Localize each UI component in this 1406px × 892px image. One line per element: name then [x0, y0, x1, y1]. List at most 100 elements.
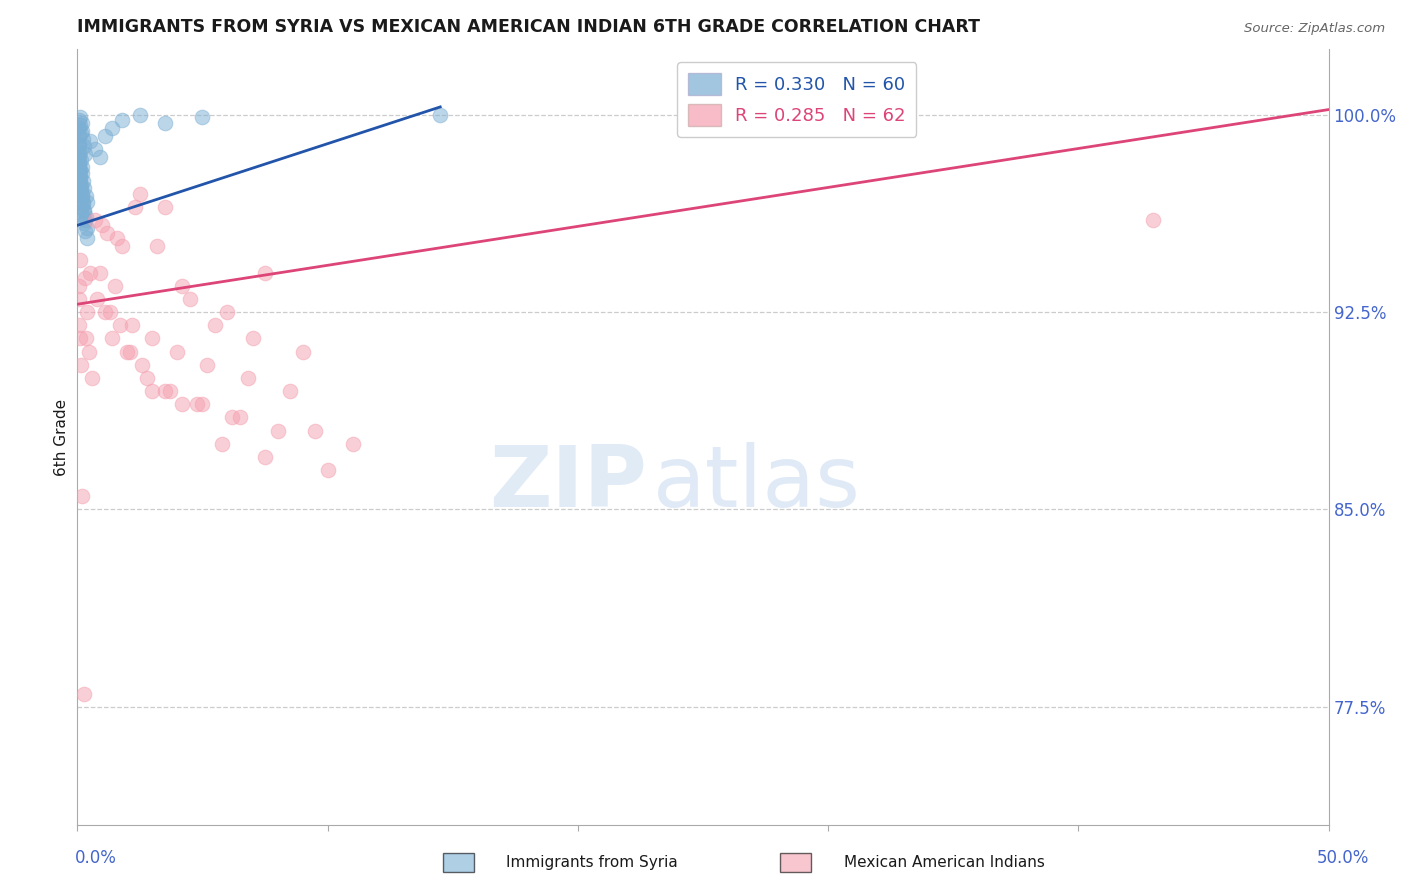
- Point: [131, 358, 153, 372]
- Text: 50.0%: 50.0%: [1316, 849, 1369, 867]
- Y-axis label: 6th Grade: 6th Grade: [53, 399, 69, 475]
- Point: [72, 131, 94, 145]
- Point: [67, 128, 90, 143]
- Point: [76, 231, 98, 245]
- Point: [186, 397, 208, 411]
- Point: [141, 331, 163, 345]
- Point: [121, 318, 143, 333]
- Point: [191, 397, 214, 411]
- Point: [69, 145, 91, 159]
- Point: [69, 166, 91, 180]
- Point: [69, 119, 91, 133]
- Point: [153, 116, 176, 130]
- Point: [70, 116, 93, 130]
- Point: [111, 113, 134, 128]
- Point: [211, 436, 233, 450]
- Point: [75, 223, 97, 237]
- Point: [69, 173, 91, 187]
- Text: Mexican American Indians: Mexican American Indians: [844, 855, 1045, 870]
- Point: [236, 371, 259, 385]
- Point: [76, 194, 98, 209]
- Point: [67, 318, 90, 333]
- Point: [153, 200, 176, 214]
- Point: [98, 305, 121, 319]
- Point: [266, 424, 288, 438]
- Point: [89, 150, 111, 164]
- Point: [111, 239, 134, 253]
- Point: [72, 208, 94, 222]
- Point: [172, 397, 194, 411]
- Point: [141, 384, 163, 398]
- Point: [67, 120, 90, 135]
- Point: [105, 231, 128, 245]
- Point: [136, 371, 159, 385]
- Point: [129, 108, 152, 122]
- Point: [197, 358, 219, 372]
- Point: [72, 687, 94, 701]
- Point: [179, 292, 201, 306]
- Legend: R = 0.330   N = 60, R = 0.285   N = 62: R = 0.330 N = 60, R = 0.285 N = 62: [678, 62, 917, 136]
- Point: [242, 331, 264, 345]
- Text: Immigrants from Syria: Immigrants from Syria: [506, 855, 678, 870]
- Point: [72, 197, 94, 211]
- Point: [118, 344, 141, 359]
- Point: [101, 331, 124, 345]
- Point: [67, 139, 90, 153]
- Point: [124, 200, 146, 214]
- Point: [67, 278, 90, 293]
- Point: [67, 150, 90, 164]
- Point: [221, 410, 243, 425]
- Point: [72, 216, 94, 230]
- Point: [91, 219, 114, 233]
- Point: [159, 384, 181, 398]
- Point: [72, 123, 94, 137]
- Point: [146, 239, 169, 253]
- Point: [79, 266, 101, 280]
- Point: [229, 410, 252, 425]
- Point: [72, 489, 94, 503]
- Point: [73, 271, 96, 285]
- Point: [304, 424, 326, 438]
- Point: [73, 147, 96, 161]
- Point: [253, 266, 276, 280]
- Point: [75, 211, 97, 225]
- Point: [291, 344, 314, 359]
- Text: ZIP: ZIP: [489, 442, 647, 525]
- Point: [70, 178, 93, 193]
- Point: [316, 463, 339, 477]
- Point: [172, 278, 194, 293]
- Point: [69, 171, 91, 186]
- Point: [70, 186, 93, 201]
- Text: Source: ZipAtlas.com: Source: ZipAtlas.com: [1244, 22, 1385, 36]
- Point: [69, 192, 91, 206]
- Point: [69, 163, 91, 178]
- Point: [73, 205, 96, 219]
- Text: IMMIGRANTS FROM SYRIA VS MEXICAN AMERICAN INDIAN 6TH GRADE CORRELATION CHART: IMMIGRANTS FROM SYRIA VS MEXICAN AMERICA…: [77, 19, 980, 37]
- Point: [67, 147, 90, 161]
- Point: [69, 181, 91, 195]
- Point: [101, 120, 124, 135]
- Text: atlas: atlas: [652, 442, 860, 525]
- Point: [79, 134, 101, 148]
- Point: [86, 292, 108, 306]
- Point: [67, 176, 90, 190]
- Point: [67, 155, 90, 169]
- Text: 0.0%: 0.0%: [75, 849, 117, 867]
- Point: [69, 252, 91, 267]
- Point: [108, 318, 131, 333]
- Point: [75, 189, 97, 203]
- Point: [429, 108, 451, 122]
- Point: [77, 344, 100, 359]
- Point: [69, 111, 91, 125]
- Point: [217, 305, 239, 319]
- Point: [70, 358, 93, 372]
- Point: [94, 305, 117, 319]
- Point: [67, 169, 90, 183]
- Point: [70, 200, 93, 214]
- Point: [83, 213, 105, 227]
- Point: [191, 111, 214, 125]
- Point: [82, 371, 104, 385]
- Point: [342, 436, 364, 450]
- Point: [278, 384, 301, 398]
- Point: [70, 161, 93, 175]
